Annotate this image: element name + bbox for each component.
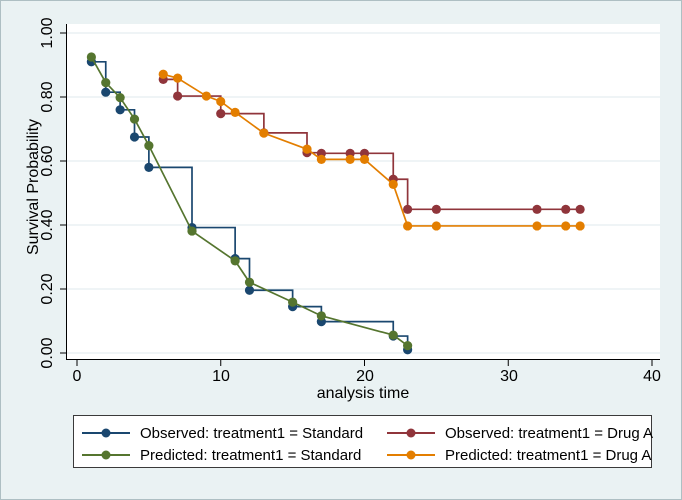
legend-label: Observed: treatment1 = Drug A [445, 424, 654, 442]
x-tick-label-0: 0 [72, 368, 82, 385]
x-axis-title: analysis time [316, 385, 410, 402]
y-tick-label-0.60: 0.60 [39, 145, 56, 177]
legend-item-observed-standard: Observed: treatment1 = Standard [82, 424, 363, 442]
legend-label: Observed: treatment1 = Standard [140, 424, 364, 442]
legend-dot-icon [406, 428, 416, 438]
x-tick-label-10: 10 [212, 368, 230, 385]
legend: Observed: treatment1 = Standard Observed… [73, 415, 653, 468]
legend-dot-icon [101, 450, 111, 460]
x-tick-label-40: 40 [643, 368, 661, 385]
legend-line-marker-predicted-standard [82, 450, 130, 460]
y-tick-label-0.20: 0.20 [39, 273, 56, 305]
legend-line-marker-predicted-druga [387, 450, 435, 460]
legend-line-marker-observed-druga [387, 428, 435, 438]
legend-dot-icon [101, 428, 111, 438]
y-tick-label-1.00: 1.00 [39, 17, 56, 49]
legend-item-observed-druga: Observed: treatment1 = Drug A [387, 424, 653, 442]
y-tick-label-0.40: 0.40 [39, 209, 56, 241]
legend-label: Predicted: treatment1 = Drug A [445, 446, 652, 464]
legend-item-predicted-standard: Predicted: treatment1 = Standard [82, 446, 361, 464]
legend-line-marker-observed-standard [82, 428, 130, 438]
x-tick-label-20: 20 [356, 368, 374, 385]
y-tick-label-0.80: 0.80 [39, 81, 56, 113]
legend-label: Predicted: treatment1 = Standard [140, 446, 362, 464]
x-tick-label-30: 30 [500, 368, 518, 385]
y-tick-label-0.00: 0.00 [39, 337, 56, 369]
legend-item-predicted-druga: Predicted: treatment1 = Drug A [387, 446, 651, 464]
legend-dot-icon [406, 450, 416, 460]
